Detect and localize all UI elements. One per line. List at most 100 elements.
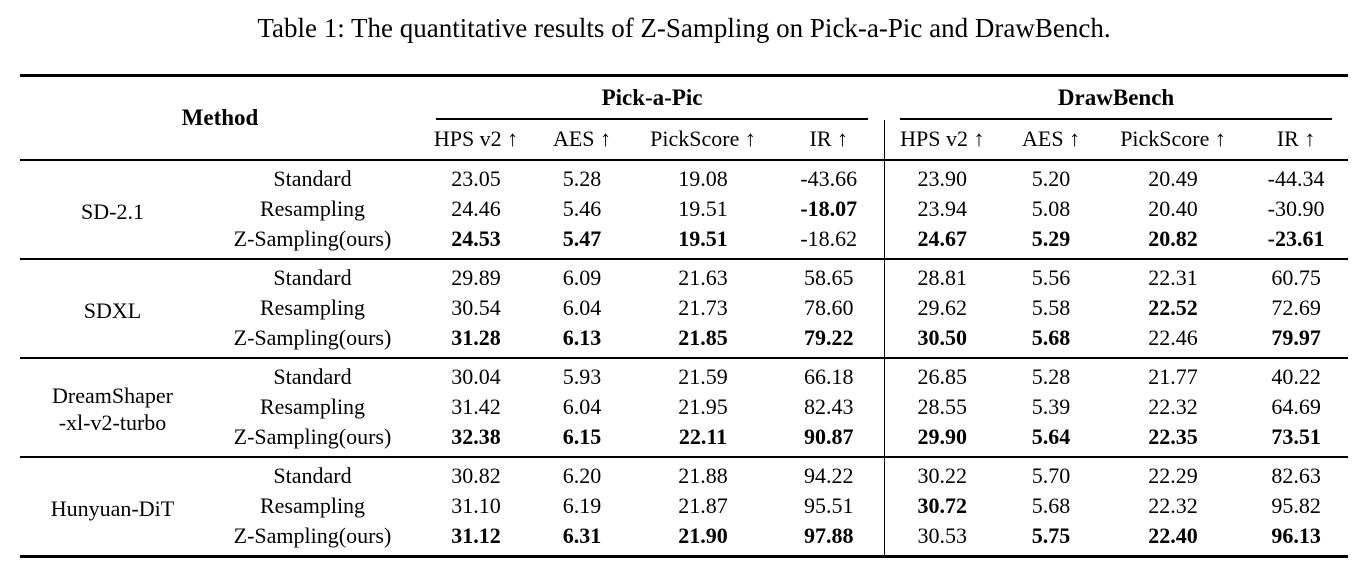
metric-value: 6.20 [562, 463, 602, 488]
table-caption: Table 1: The quantitative results of Z-S… [257, 13, 1111, 43]
metric-value: 22.46 [1148, 325, 1198, 350]
metric-value: 30.82 [451, 463, 501, 488]
model-name: SD-2.1 [81, 198, 144, 224]
metric-value: 31.12 [451, 523, 501, 548]
metric-value: 5.75 [1031, 523, 1071, 548]
metric-value: 30.04 [451, 364, 501, 389]
metric-value: 40.22 [1271, 364, 1321, 389]
model-block: DreamShaper -xl-v2-turbo Standard 30.04 5.9… [20, 358, 1349, 457]
metric-value: 58.65 [804, 265, 854, 290]
metric-value: 22.29 [1148, 463, 1198, 488]
method-variant-label: Z-Sampling(ours) [233, 523, 392, 548]
metric-value: -18.62 [800, 226, 858, 251]
metric-value: 21.63 [678, 265, 728, 290]
metric-value: 5.93 [562, 364, 602, 389]
metric-value: 24.46 [451, 196, 501, 221]
metric-value: 22.40 [1148, 523, 1198, 548]
table-row: Hunyuan-DiT Standard 30.82 6.20 21.88 94.22 30… [20, 457, 1348, 521]
metric-value: 22.52 [1148, 295, 1198, 320]
metric-value: 78.60 [804, 295, 854, 320]
metric-value: 21.59 [678, 364, 728, 389]
metric-value: 31.10 [451, 493, 501, 518]
metric-value: 6.15 [562, 424, 602, 449]
table-row: Resampling 31.42 6.04 21.95 82.43 28.55 5.39 22… [20, 392, 1348, 422]
metric-value: 5.68 [1031, 325, 1071, 350]
metric-value: 5.39 [1031, 394, 1071, 419]
metric-value: 28.81 [883, 259, 1001, 293]
column-header-pap-pickscore: PickScore ↑ [632, 120, 775, 161]
metric-header-row: HPS v2 ↑ AES ↑ PickScore ↑ IR ↑ HPS v2 ↑… [20, 120, 1349, 161]
metric-value: 22.32 [1148, 394, 1198, 419]
group-header-row: Method Pick-a-Pic DrawBench [20, 75, 1348, 161]
column-header-db-ir: IR ↑ [1244, 120, 1349, 161]
metric-value: 20.49 [1148, 166, 1198, 191]
metric-value: 21.85 [678, 325, 728, 350]
metric-value: 5.68 [1031, 493, 1071, 518]
table-row: Resampling 30.54 6.04 21.73 78.60 29.62 5.58 22… [20, 293, 1348, 323]
metric-value: 5.20 [1031, 166, 1071, 191]
model-block: SDXL Standard 29.89 6.09 21.63 58.65 28.81 5.56… [20, 259, 1349, 358]
metric-value: 29.90 [883, 422, 1001, 457]
metric-value: 64.69 [1271, 394, 1321, 419]
column-header-pap-ir: IR ↑ [774, 120, 885, 161]
metric-value: 22.11 [678, 424, 728, 449]
results-table: Method Pick-a-Pic DrawBench HPS v2 ↑ AES… [20, 74, 1349, 558]
group-label-pick-a-pic: Pick-a-Pic [436, 83, 869, 120]
metric-value: 95.51 [804, 493, 854, 518]
method-variant-label: Resampling [259, 493, 366, 518]
metric-value: -44.34 [1267, 166, 1325, 191]
metric-value: 28.55 [883, 392, 1001, 422]
metric-value: 29.62 [883, 293, 1001, 323]
metric-value: 23.90 [883, 160, 1001, 194]
metric-value: 30.22 [883, 457, 1001, 491]
metric-value: 31.28 [451, 325, 501, 350]
metric-value: 19.08 [678, 166, 728, 191]
metric-value: 21.88 [678, 463, 728, 488]
metric-value: 82.43 [804, 394, 854, 419]
metric-value: 5.28 [562, 166, 602, 191]
method-variant-label: Z-Sampling(ours) [233, 226, 392, 251]
method-variant-label: Resampling [259, 196, 366, 221]
table-header: Method Pick-a-Pic DrawBench HPS v2 ↑ AES… [20, 75, 1349, 161]
table-row: SDXL Standard 29.89 6.09 21.63 58.65 28.81 5.56… [20, 259, 1348, 323]
metric-value: 90.87 [804, 424, 854, 449]
table-row: Resampling 24.46 5.46 19.51 -18.07 23.94 5.08 2… [20, 194, 1348, 224]
method-variant-label: Z-Sampling(ours) [233, 325, 392, 350]
metric-value: 23.94 [883, 194, 1001, 224]
metric-value: 6.19 [562, 493, 602, 518]
metric-value: 29.89 [451, 265, 501, 290]
metric-value: -23.61 [1267, 226, 1325, 251]
method-column-header: Method [20, 75, 421, 161]
metric-value: 5.56 [1031, 265, 1071, 290]
metric-value: 94.22 [804, 463, 854, 488]
column-header-pap-hpsv2: HPS v2 ↑ [420, 120, 533, 161]
group-label-drawbench: DrawBench [900, 83, 1333, 120]
column-header-pap-aes: AES ↑ [532, 120, 633, 161]
metric-value: 20.40 [1148, 196, 1198, 221]
table-row: Z-Sampling(ours) 31.28 6.13 21.85 79.22 30.50… [20, 323, 1348, 358]
metric-value: 21.95 [678, 394, 728, 419]
metric-value: 79.22 [804, 325, 854, 350]
metric-value: 5.08 [1031, 196, 1071, 221]
metric-value: 6.04 [562, 295, 602, 320]
metric-value: 5.28 [1031, 364, 1071, 389]
model-block: SD-2.1 Standard 23.05 5.28 19.08 -43.66 23.90 5… [20, 160, 1349, 259]
metric-value: 21.77 [1148, 364, 1198, 389]
metric-value: 97.88 [804, 523, 854, 548]
method-variant-label: Z-Sampling(ours) [233, 424, 392, 449]
metric-value: 32.38 [451, 424, 501, 449]
metric-value: 24.53 [451, 226, 501, 251]
group-header-drawbench: DrawBench [884, 76, 1348, 120]
metric-value: 79.97 [1271, 325, 1321, 350]
method-variant-label: Standard [273, 463, 352, 488]
metric-value: 30.54 [451, 295, 501, 320]
metric-value: 73.51 [1271, 424, 1321, 449]
metric-value: 60.75 [1271, 265, 1321, 290]
group-header-pick-a-pic: Pick-a-Pic [420, 76, 884, 120]
metric-value: 5.46 [562, 196, 602, 221]
model-block: Hunyuan-DiT Standard 30.82 6.20 21.88 94.22 30… [20, 457, 1348, 557]
table-row: DreamShaper -xl-v2-turbo Standard 30.04 5.9… [20, 358, 1348, 435]
method-variant-label: Resampling [259, 295, 366, 320]
metric-value: 22.35 [1148, 424, 1198, 449]
metric-value: 24.67 [883, 224, 1001, 259]
